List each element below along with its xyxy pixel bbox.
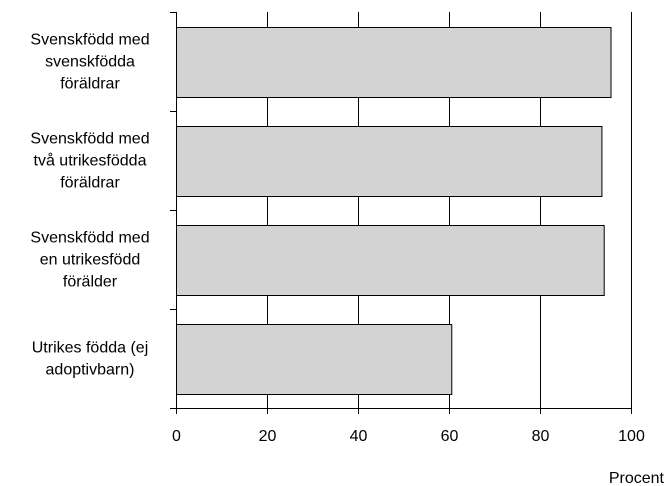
x-tick-label: 0 <box>172 428 181 445</box>
x-tick-label: 60 <box>441 428 459 445</box>
category-label-line: en utrikesfödd <box>40 252 141 269</box>
category-label: Svenskfödd med två utrikesfödda föräldrar <box>30 131 149 192</box>
x-tick-label: 100 <box>618 428 645 445</box>
bar <box>176 225 605 296</box>
category-label: Utrikes födda (ej adoptivbarn) <box>32 340 149 379</box>
bars <box>176 27 612 395</box>
category-label: Svenskfödd med en utrikesfödd förälder <box>30 230 149 291</box>
bar <box>176 27 612 98</box>
category-label-line: föräldrar <box>60 76 120 93</box>
category-label-line: Svenskfödd med <box>30 230 149 247</box>
axes <box>170 12 632 414</box>
x-tick-label: 80 <box>532 428 550 445</box>
category-label-line: Utrikes födda (ej <box>32 340 149 357</box>
x-tick-label: 40 <box>350 428 368 445</box>
category-label: Svenskfödd med svenskfödda föräldrar <box>30 32 149 93</box>
tick-labels: 0 20 40 60 80 100 <box>172 428 645 445</box>
category-label-line: förälder <box>63 274 118 291</box>
category-labels: Svenskfödd med svenskfödda föräldrarSvensk… <box>30 32 149 379</box>
x-tick-label: 20 <box>259 428 277 445</box>
category-label-line: adoptivbarn) <box>46 362 135 379</box>
category-label-line: Svenskfödd med <box>30 32 149 49</box>
category-label-line: svenskfödda <box>45 54 135 71</box>
category-label-line: föräldrar <box>60 175 120 192</box>
category-label-line: Svenskfödd med <box>30 131 149 148</box>
bar <box>176 324 453 395</box>
bar <box>176 126 603 197</box>
x-axis-title: Procent <box>609 470 665 486</box>
category-label-line: två utrikesfödda <box>34 152 147 170</box>
